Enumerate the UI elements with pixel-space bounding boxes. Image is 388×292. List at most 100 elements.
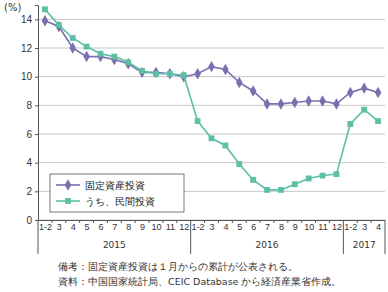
marker (375, 87, 382, 98)
x-tick-label: 7 (265, 222, 270, 232)
x-tick: 4 (223, 220, 228, 232)
category-separator (107, 220, 108, 223)
marker (111, 54, 118, 65)
legend-item: うち、民間投資 (56, 196, 155, 207)
marker (56, 21, 63, 32)
x-tick-label: 9 (140, 222, 145, 232)
x-tick: 5 (85, 220, 90, 232)
marker (222, 143, 228, 149)
marker (84, 44, 90, 50)
x-tick-label: 4 (376, 222, 381, 232)
x-tick: 5 (237, 220, 242, 232)
x-tick: 4 (376, 220, 381, 232)
category-separator (162, 220, 163, 223)
legend-marker (65, 198, 71, 204)
x-tick-label: 9 (293, 222, 298, 232)
legend: 固定資産投資うち、民間投資 (50, 174, 184, 212)
marker (98, 51, 104, 57)
y-tick-mark (35, 19, 38, 20)
category-separator (93, 220, 94, 223)
legend-box (50, 174, 184, 212)
grid-line (38, 134, 385, 135)
y-tick-label: 12 (21, 43, 33, 54)
marker (195, 118, 201, 124)
marker (236, 77, 243, 88)
x-tick-label: 5 (85, 222, 90, 232)
y-tick: 12 (21, 43, 38, 54)
x-tick-label: 11 (318, 222, 327, 232)
x-tick-label: 1-2 (39, 222, 52, 232)
series-line (45, 21, 378, 104)
y-tick-mark (35, 105, 38, 106)
grid-line (38, 105, 385, 106)
x-tick: 10 (151, 220, 161, 232)
marker (111, 54, 117, 60)
marker (153, 71, 159, 77)
marker (361, 107, 367, 113)
y-tick-mark (35, 191, 38, 192)
y-tick: 8 (26, 100, 38, 111)
category-separator (149, 220, 150, 223)
x-tick: 3 (209, 220, 214, 232)
marker (42, 6, 48, 12)
marker (209, 135, 215, 141)
group-separator (190, 220, 191, 254)
x-axis-line (39, 220, 386, 221)
y-tick-mark (35, 134, 38, 135)
year-label: 2015 (103, 240, 126, 250)
legend-label: 固定資産投資 (85, 180, 145, 191)
marker (222, 64, 229, 75)
category-separator (287, 220, 288, 223)
plot-area (42, 6, 382, 192)
note: 資料：中国国家統計局、CEIC Database から経済産業省作成。 (58, 276, 341, 287)
y-tick: 6 (26, 129, 38, 140)
year-label: 2016 (256, 240, 279, 250)
y-axis: 02468101214 (21, 6, 39, 226)
marker (333, 98, 340, 109)
marker (42, 15, 49, 26)
series (42, 6, 381, 192)
x-tick: 12 (332, 220, 342, 232)
x-tick-label: 6 (251, 222, 256, 232)
y-tick-label: 6 (26, 129, 32, 140)
y-tick-label: 0 (26, 215, 32, 226)
marker (250, 85, 257, 96)
x-tick: 6 (98, 220, 103, 232)
marker (70, 35, 76, 41)
x-tick-label: 1-2 (344, 222, 357, 232)
category-separator (218, 220, 219, 223)
category-separator (329, 220, 330, 223)
chart: 02468101214(%)1-234567891011121-23456789… (0, 0, 388, 292)
grid-line (38, 76, 385, 77)
marker (264, 187, 270, 193)
marker (69, 42, 76, 53)
y-tick-label: 8 (26, 100, 32, 111)
category-separator (246, 220, 247, 223)
series-line (45, 9, 378, 190)
x-tick-label: 6 (98, 222, 103, 232)
legend-label: うち、民間投資 (85, 196, 155, 207)
y-tick-label: 14 (21, 14, 33, 25)
y-tick-mark (35, 77, 38, 78)
x-tick: 9 (140, 220, 145, 232)
marker (291, 97, 298, 108)
x-tick-label: 8 (126, 222, 131, 232)
x-tick: 12 (179, 220, 189, 232)
category-separator (204, 220, 205, 223)
y-tick-mark (35, 163, 38, 164)
note: 備考：固定資産投資は１月からの累計が公表される。 (58, 261, 298, 272)
marker (347, 121, 353, 127)
marker (305, 95, 312, 106)
year-label: 2017 (353, 240, 376, 250)
marker (319, 95, 326, 106)
x-tick-label: 10 (151, 222, 161, 232)
y-tick: 14 (21, 14, 38, 25)
category-separator (371, 220, 372, 223)
x-tick-label: 3 (362, 222, 367, 232)
x-tick-label: 12 (332, 222, 342, 232)
x-tick: 1-2 (192, 220, 205, 232)
marker (361, 82, 368, 93)
marker (125, 59, 131, 65)
marker (153, 67, 160, 78)
grid-line (38, 19, 385, 20)
